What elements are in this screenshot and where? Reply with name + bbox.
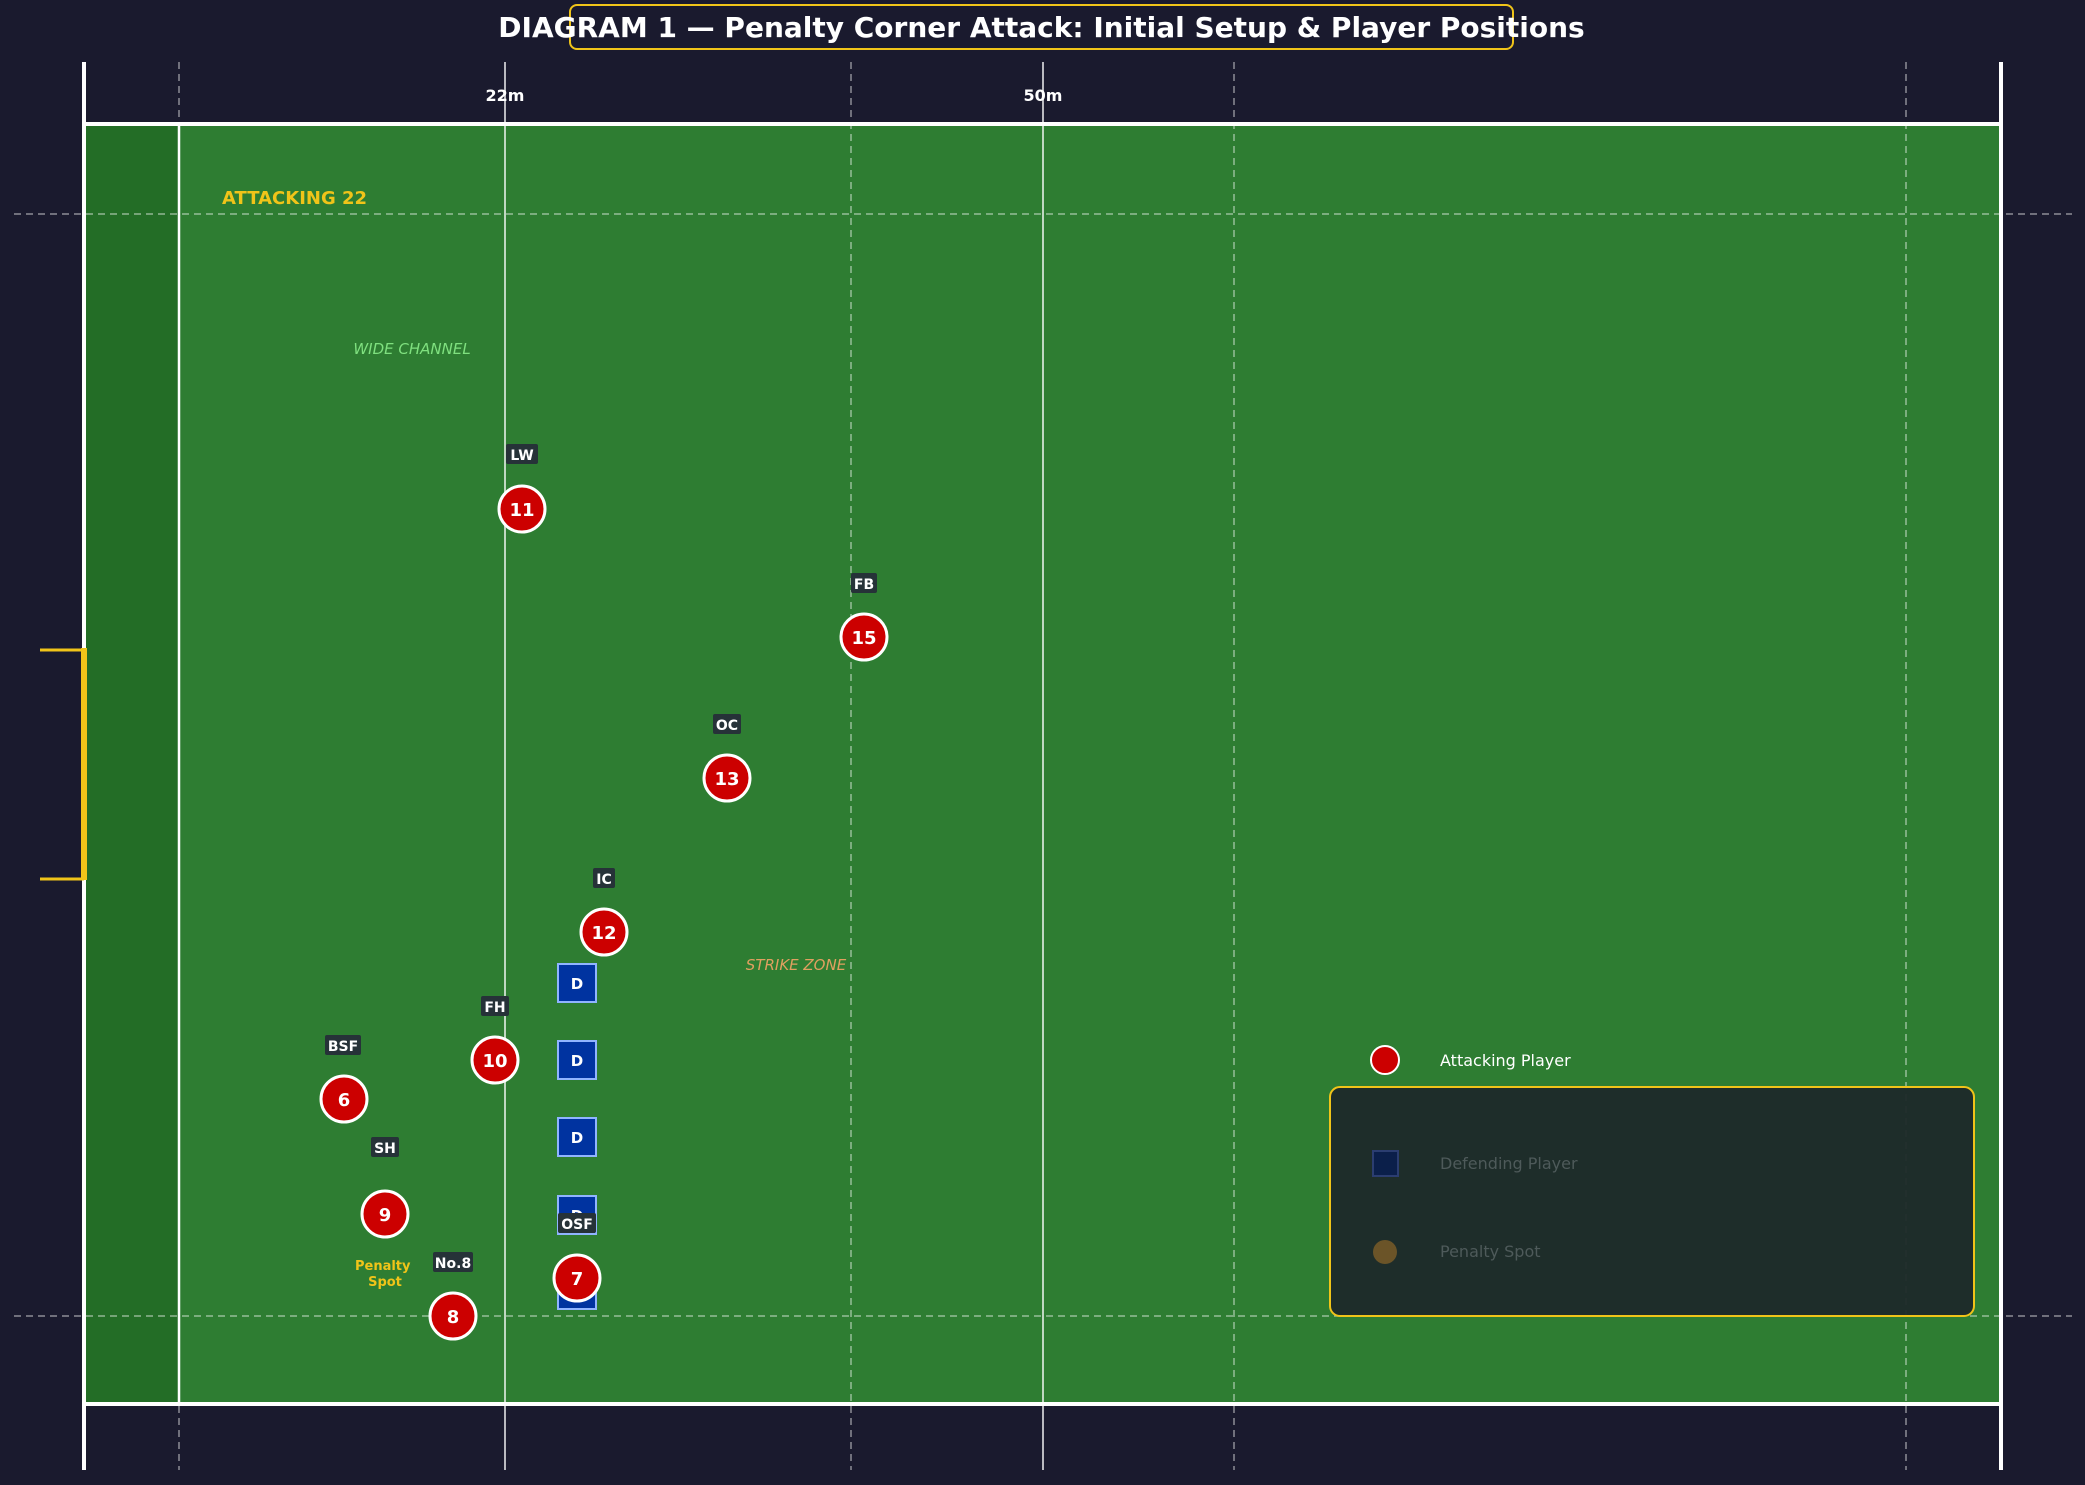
attacker-marker — [552, 1253, 602, 1303]
attacking-players: LW 11 FB 15 OC 13 IC — [319, 444, 889, 1341]
role-tag — [851, 573, 877, 593]
legend-defending-label: Defending Player — [1440, 1154, 1578, 1173]
attacker-10-fh: FH 10 — [470, 996, 520, 1085]
defender-marker — [557, 1117, 597, 1157]
player-number: 13 — [714, 769, 739, 790]
defender-marker — [557, 963, 597, 1003]
player-number: 7 — [571, 1269, 584, 1290]
defender-label: D — [571, 975, 583, 993]
legend-defender-swatch — [1372, 1150, 1399, 1177]
role-tag — [371, 1137, 399, 1157]
role-label: OSF — [561, 1217, 593, 1233]
legend-box — [1329, 1086, 1975, 1317]
legend-penalty-spot-swatch — [1373, 1240, 1397, 1264]
legend-penalty-spot-label: Penalty Spot — [1440, 1242, 1541, 1261]
role-tag — [713, 714, 741, 734]
legend: Attacking Player Defending Player Penalt… — [1329, 1045, 1975, 1317]
goal-posts — [40, 648, 87, 881]
attacker-11-lw: LW 11 — [497, 444, 547, 534]
player-number: 15 — [851, 628, 876, 649]
attacker-marker — [497, 484, 547, 534]
role-label: OC — [716, 718, 738, 734]
attacker-marker — [702, 753, 752, 803]
legend-attacking-label: Attacking Player — [1440, 1051, 1571, 1070]
diagram-title: DIAGRAM 1 — Penalty Corner Attack: Initi… — [498, 4, 1585, 50]
zone-wide-channel: WIDE CHANNEL — [353, 340, 470, 358]
attacker-8-no8: No.8 8 — [428, 1252, 478, 1341]
attacker-marker — [579, 907, 629, 957]
penalty-spot-label: Penalty Spot — [355, 1259, 415, 1290]
role-label: LW — [510, 448, 533, 464]
role-tag — [558, 1213, 596, 1233]
label-50m: 50m — [1024, 86, 1063, 105]
defender-label: D — [571, 1129, 583, 1147]
player-number: 12 — [591, 923, 616, 944]
role-label: BSF — [328, 1039, 358, 1055]
role-label: FH — [484, 1000, 505, 1016]
role-label: No.8 — [435, 1256, 471, 1272]
zone-attacking-22: ATTACKING 22 — [222, 188, 367, 209]
defender-2: D — [557, 1040, 597, 1080]
player-number: 10 — [482, 1051, 507, 1072]
role-tag — [506, 444, 538, 464]
role-tag — [433, 1252, 473, 1272]
role-label: SH — [374, 1141, 396, 1157]
attacker-marker — [470, 1035, 520, 1085]
player-number: 8 — [447, 1307, 460, 1328]
legend-attacker-swatch — [1370, 1045, 1400, 1075]
attacker-marker — [428, 1291, 478, 1341]
player-number: 11 — [509, 500, 534, 521]
role-tag — [325, 1035, 361, 1055]
player-number: 9 — [379, 1205, 392, 1226]
penalty-spot-label-line2: Spot — [368, 1275, 402, 1290]
attacker-7-osf: 7 OSF — [552, 1213, 602, 1303]
attacker-15-fb: FB 15 — [839, 573, 889, 662]
attacker-13-oc: OC 13 — [702, 714, 752, 803]
defender-3: D — [557, 1117, 597, 1157]
penalty-spot-label-line1: Penalty — [355, 1259, 411, 1274]
attacker-marker — [839, 612, 889, 662]
defender-label: D — [571, 1052, 583, 1070]
defender-1: D — [557, 963, 597, 1003]
in-goal-area — [84, 124, 179, 1404]
attacker-6-bsf: BSF 6 — [319, 1035, 369, 1124]
player-number: 6 — [338, 1090, 351, 1111]
zone-strike-zone: STRIKE ZONE — [746, 956, 847, 974]
attacker-12-ic: IC 12 — [579, 868, 629, 957]
defender-marker — [557, 1040, 597, 1080]
attacker-marker — [319, 1074, 369, 1124]
role-label: IC — [596, 872, 611, 888]
label-22m: 22m — [486, 86, 525, 105]
role-tag — [481, 996, 509, 1016]
attacker-marker — [360, 1189, 410, 1239]
attacker-9-sh: SH 9 — [360, 1137, 410, 1239]
role-tag — [593, 868, 615, 888]
role-label: FB — [854, 577, 874, 593]
